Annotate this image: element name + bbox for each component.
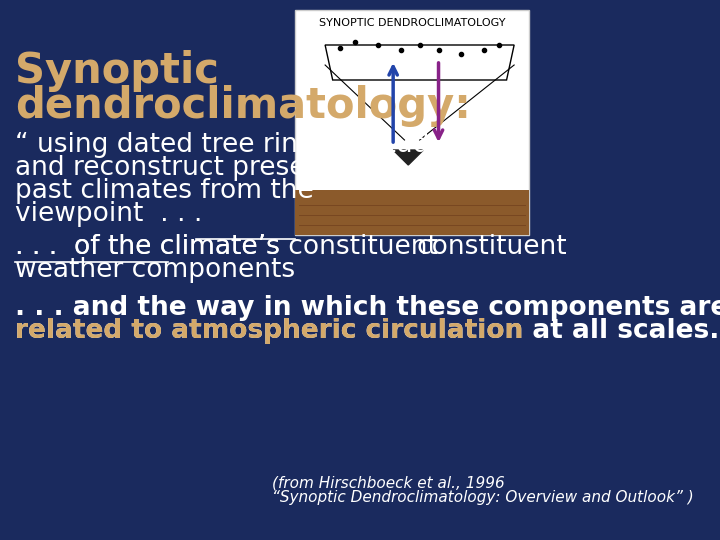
Text: . . . and the way in which these components are: . . . and the way in which these compone… <box>15 295 720 321</box>
Text: related to atmospheric circulation at all scales.": related to atmospheric circulation at al… <box>15 318 720 344</box>
Text: past climates from the: past climates from the <box>15 178 314 204</box>
Text: . . .  of the climate’s: . . . of the climate’s <box>15 234 289 260</box>
FancyBboxPatch shape <box>295 10 529 235</box>
Text: “Synoptic Dendroclimatology: Overview and Outlook” ): “Synoptic Dendroclimatology: Overview an… <box>272 490 694 505</box>
Text: SYNOPTIC DENDROCLIMATOLOGY: SYNOPTIC DENDROCLIMATOLOGY <box>319 18 505 28</box>
Text: viewpoint  . . .: viewpoint . . . <box>15 201 202 227</box>
Text: (from Hirschboeck et al., 1996: (from Hirschboeck et al., 1996 <box>272 475 505 490</box>
Text: and reconstruct present and: and reconstruct present and <box>15 155 391 181</box>
Text: “ using dated tree rings to study: “ using dated tree rings to study <box>15 132 445 158</box>
Text: dendroclimatology:: dendroclimatology: <box>15 85 471 127</box>
Text: Synoptic: Synoptic <box>15 50 219 92</box>
Text: related to atmospheric circulation: related to atmospheric circulation <box>15 318 523 344</box>
Text: . . .  of the climate’s constituent: . . . of the climate’s constituent <box>15 234 438 260</box>
FancyBboxPatch shape <box>295 190 529 235</box>
Polygon shape <box>393 150 423 165</box>
Text: constituent: constituent <box>15 234 567 260</box>
Text: weather components: weather components <box>15 257 295 283</box>
